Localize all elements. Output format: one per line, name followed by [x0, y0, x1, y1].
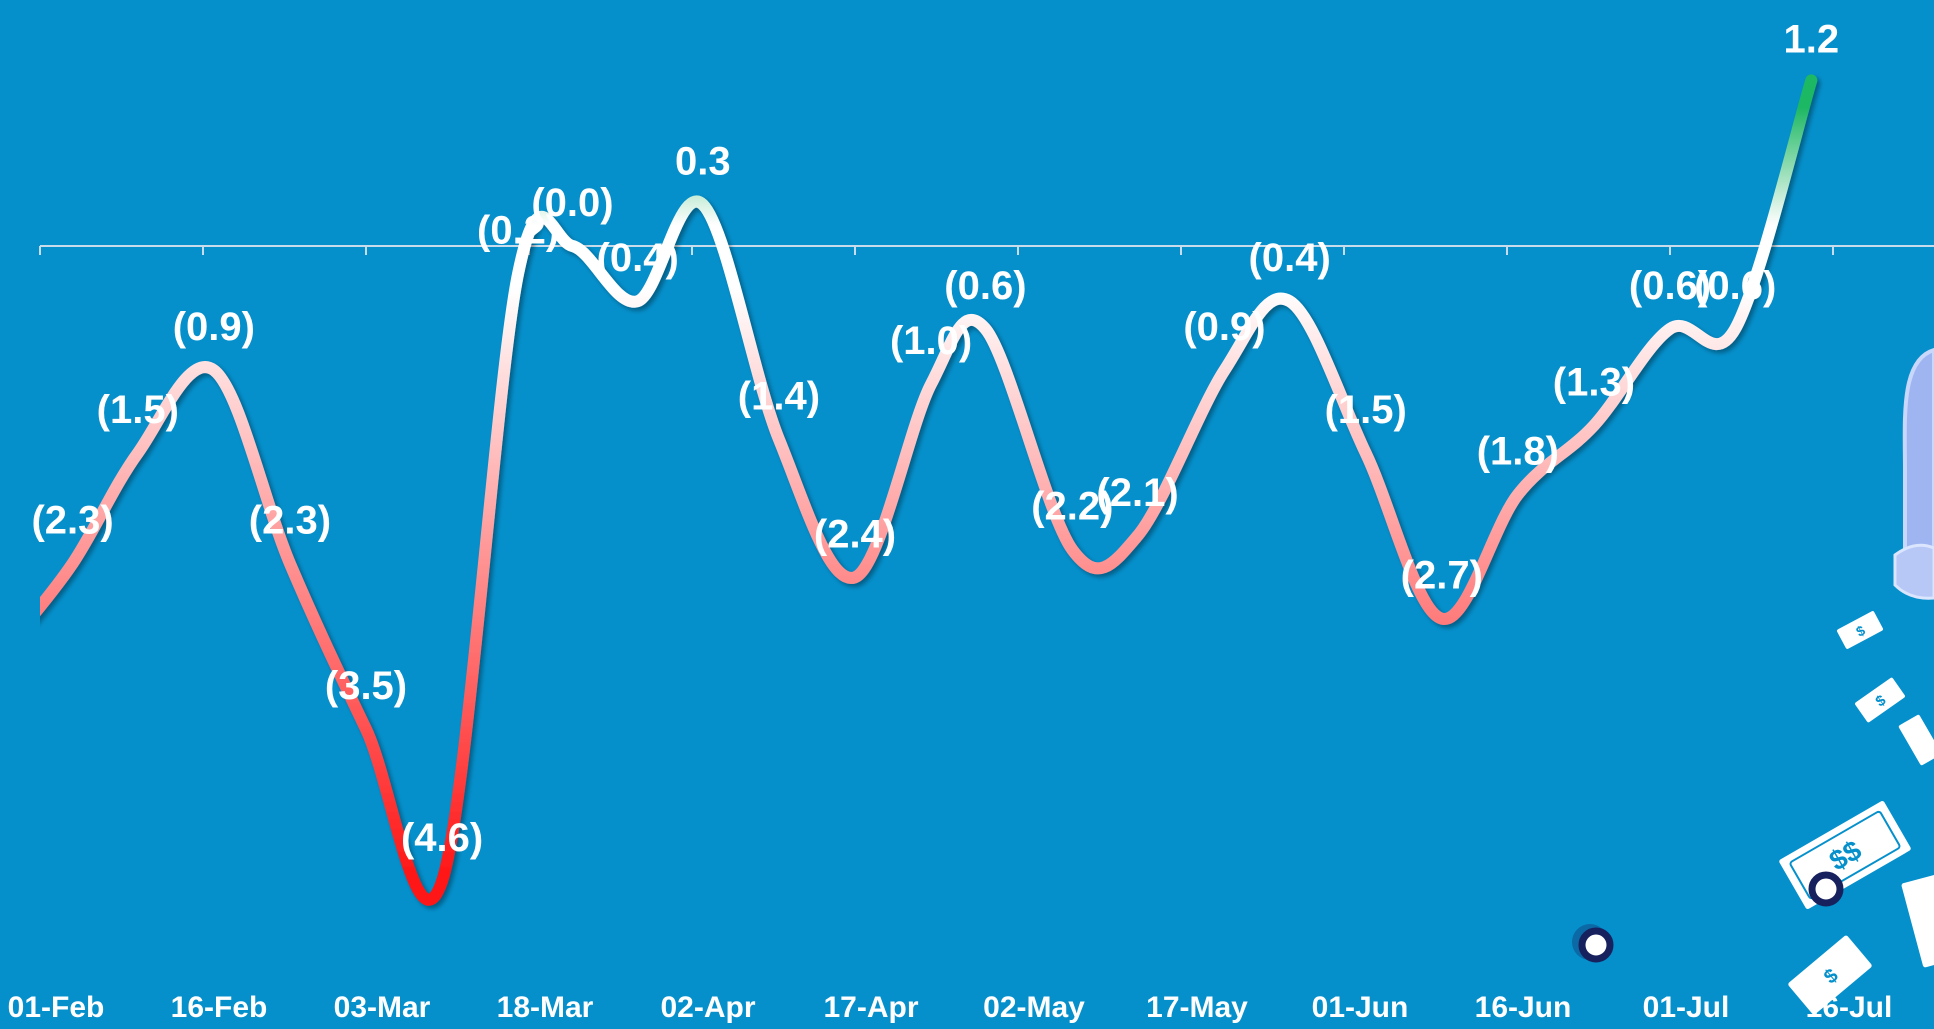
money-machine-illustration: $ $ $$ $ [1572, 347, 1934, 1018]
data-label: (0.4) [597, 236, 679, 280]
data-label: (0.6) [1694, 264, 1776, 308]
data-label: (0.0) [531, 181, 613, 225]
bank-note-icon [1898, 869, 1934, 971]
x-tick-label: 01-Jul [1643, 991, 1730, 1024]
data-label: (3.5) [325, 664, 407, 708]
data-label: (0.6) [1629, 264, 1711, 308]
x-tick-label: 02-May [983, 991, 1085, 1024]
decor-ring [1578, 927, 1614, 963]
data-label: (2.7) [1401, 554, 1483, 598]
x-tick-labels: 01-Feb 16-Feb 03-Mar 18-Mar 02-Apr 17-Apr 02-M… [8, 991, 1893, 1024]
data-label: (4.6) [401, 816, 483, 860]
x-tick-label: 18-Mar [497, 991, 594, 1024]
data-label: (1.5) [1325, 388, 1407, 432]
data-point [4, 643, 10, 649]
x-tick-label: 17-May [1146, 991, 1248, 1024]
x-tick-label: 16-Jun [1475, 991, 1572, 1024]
data-label: (1.3) [1553, 360, 1635, 404]
data-label: (0.2) [477, 209, 559, 253]
data-label: (1.5) [97, 388, 179, 432]
decor-ring [1808, 871, 1844, 907]
data-label: (1.4) [738, 374, 820, 418]
bank-note-icon [1896, 712, 1934, 768]
data-labels: (2.3) (1.5) (0.9) (2.3) (3.5) (4.6) (0.2)(0.0)… [31, 17, 1839, 860]
data-label: (2.4) [814, 512, 896, 556]
bank-note-icon: $ [1834, 609, 1886, 651]
x-tick-label: 01-Jun [1312, 991, 1409, 1024]
data-label: (2.3) [249, 498, 331, 542]
data-label: (0.9) [1183, 305, 1265, 349]
x-tick-label: 03-Mar [334, 991, 431, 1024]
data-label: (1.0) [890, 319, 972, 363]
data-label: 1.2 [1783, 17, 1839, 61]
x-tick-label: 16-Feb [171, 991, 268, 1024]
x-tick-label: 02-Apr [660, 991, 755, 1024]
data-label: (0.4) [1249, 236, 1331, 280]
data-label: (0.6) [944, 264, 1026, 308]
data-label: (1.8) [1477, 429, 1559, 473]
data-label: (0.9) [173, 305, 255, 349]
data-label: 0.3 [675, 140, 731, 184]
x-tick-label: 01-Feb [8, 991, 105, 1024]
dollar-bill-icon: $ [1785, 932, 1875, 1018]
data-label: (2.3) [31, 498, 113, 542]
x-axis [39, 245, 1934, 255]
bank-note-icon: $ [1853, 675, 1907, 725]
dollar-bill-icon: $$ [1776, 797, 1914, 913]
series-line [4, 74, 1818, 906]
data-label: (2.2) [1031, 485, 1113, 529]
data-label: (2.1) [1096, 471, 1178, 515]
x-tick-label: 16-Jul [1806, 991, 1893, 1024]
x-tick-label: 17-Apr [823, 991, 918, 1024]
series-path [40, 74, 1818, 906]
